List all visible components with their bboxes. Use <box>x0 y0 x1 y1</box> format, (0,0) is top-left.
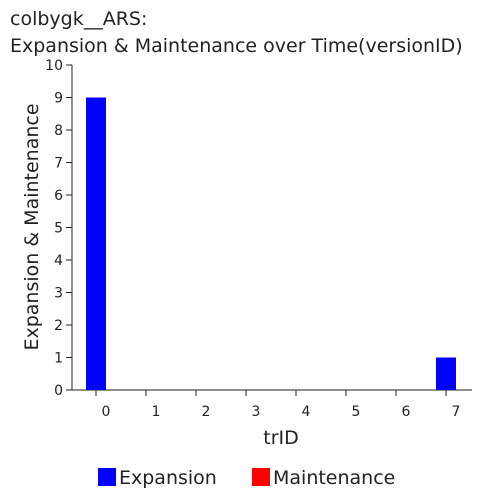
legend-label-expansion: Expansion <box>119 467 217 489</box>
x-tick-label: 1 <box>152 404 161 420</box>
y-tick-label: 10 <box>45 58 63 74</box>
chart-title-line-2: Expansion & Maintenance over Time(versio… <box>10 35 463 57</box>
bar-expansion-0 <box>86 97 106 390</box>
x-tick-label: 0 <box>102 404 111 420</box>
y-tick-label: 4 <box>54 253 63 269</box>
y-tick-label: 9 <box>54 91 63 107</box>
plot-area: 0 1 2 3 4 5 6 7 8 9 10 0 1 2 3 4 5 6 7 <box>45 58 472 420</box>
y-tick-label: 2 <box>54 318 63 334</box>
y-tick-label: 3 <box>54 286 63 302</box>
legend: Expansion Maintenance <box>98 467 395 489</box>
y-tick-label: 5 <box>54 221 63 237</box>
x-axis-label: trID <box>263 427 299 449</box>
x-tick-label: 2 <box>202 404 211 420</box>
y-tick-label: 1 <box>54 351 63 367</box>
chart-title-line-1: colbygk__ARS: <box>10 8 147 30</box>
y-axis-label: Expansion & Maintenance <box>21 103 43 350</box>
y-tick-label: 0 <box>54 383 63 399</box>
y-tick-label: 8 <box>54 123 63 139</box>
y-tick-label: 7 <box>54 156 63 172</box>
x-tick-label: 7 <box>452 404 461 420</box>
bar-expansion-7 <box>436 357 456 390</box>
legend-label-maintenance: Maintenance <box>273 467 395 489</box>
legend-swatch-expansion <box>98 468 116 486</box>
x-tick-label: 6 <box>402 404 411 420</box>
legend-swatch-maintenance <box>252 468 270 486</box>
y-tick-label: 6 <box>54 188 63 204</box>
x-tick-label: 5 <box>352 404 361 420</box>
x-tick-label: 4 <box>302 404 311 420</box>
x-tick-label: 3 <box>252 404 261 420</box>
